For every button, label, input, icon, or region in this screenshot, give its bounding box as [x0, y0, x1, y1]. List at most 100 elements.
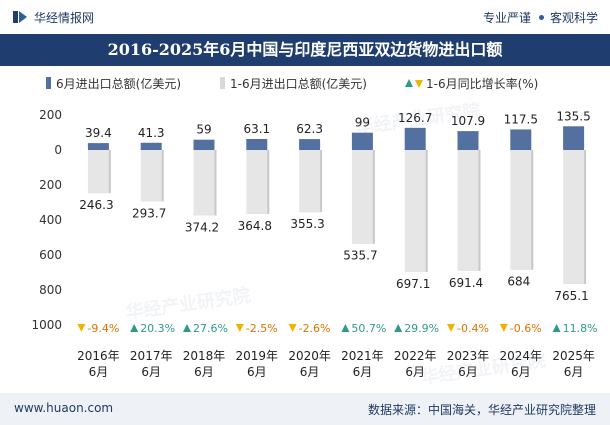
y-tick-label: 0 — [54, 143, 62, 157]
bullet-icon — [538, 15, 544, 20]
ytd-value-label: 355.3 — [290, 217, 324, 231]
june-bar — [87, 143, 109, 150]
footer: www.huaon.com 数据来源：中国海关，华经产业研究院整理 — [0, 393, 610, 425]
growth-down-marker — [77, 324, 86, 332]
june-bar — [140, 142, 162, 150]
legend-label-growth: 1-6月同比增长率(%) — [426, 77, 539, 91]
growth-label: -0.6% — [510, 322, 542, 335]
ytd-bar — [510, 150, 532, 270]
ytd-value-label: 765.1 — [554, 289, 588, 303]
growth-label: 11.8% — [563, 322, 598, 335]
growth-up-marker — [130, 324, 139, 332]
y-tick-label: 200 — [39, 108, 62, 122]
x-tick-label: 2019年 — [236, 349, 279, 363]
y-tick-label: 600 — [39, 248, 62, 262]
ytd-bar — [246, 150, 268, 214]
x-tick-label: 6月 — [511, 365, 531, 379]
ytd-value-label: 691.4 — [449, 276, 483, 290]
legend-item-growth: 1-6月同比增长率(%) — [405, 75, 538, 92]
june-bar — [351, 132, 373, 150]
growth-down-marker — [288, 324, 297, 332]
growth-label: -2.5% — [246, 322, 278, 335]
growth-label: 20.3% — [140, 322, 175, 335]
growth-up-marker — [183, 324, 191, 332]
growth-down-marker — [447, 324, 455, 332]
june-bar — [563, 126, 585, 150]
ytd-bar — [351, 150, 373, 244]
june-value-label: 99 — [355, 116, 370, 130]
legend-item-june: 6月进出口总额(亿美元) — [46, 75, 181, 92]
june-value-label: 107.9 — [451, 114, 485, 128]
website-link[interactable]: www.huaon.com — [14, 401, 114, 415]
june-value-label: 62.3 — [296, 122, 323, 136]
x-tick-label: 6月 — [89, 365, 109, 379]
june-bar — [404, 127, 426, 150]
y-tick-label: 200 — [39, 178, 62, 192]
june-value-label: 41.3 — [138, 126, 165, 140]
june-bar — [510, 129, 532, 150]
title-bar: 2016-2025年6月中国与印度尼西亚双边货物进出口额 — [0, 34, 610, 66]
growth-down-marker — [499, 324, 508, 332]
x-tick-label: 6月 — [247, 365, 267, 379]
x-tick-label: 2023年 — [447, 349, 490, 363]
june-value-label: 39.4 — [85, 126, 112, 140]
june-bar — [193, 139, 215, 150]
slogan-left: 专业严谨 — [482, 11, 531, 25]
y-tick-label: 400 — [39, 213, 62, 227]
june-bar — [246, 138, 268, 150]
ytd-value-label: 246.3 — [79, 198, 113, 212]
growth-up-marker — [394, 324, 403, 332]
ytd-bar — [140, 150, 162, 202]
growth-label: 27.6% — [193, 322, 228, 335]
june-value-label: 135.5 — [556, 109, 590, 123]
x-tick-label: 6月 — [300, 365, 320, 379]
growth-label: 50.7% — [351, 322, 386, 335]
growth-label: -0.4% — [457, 322, 489, 335]
x-tick-label: 6月 — [141, 365, 161, 379]
slogan-right: 客观科学 — [549, 11, 598, 25]
x-tick-label: 2021年 — [341, 349, 384, 363]
legend-swatch-june — [46, 77, 51, 89]
slogan: 专业严谨 客观科学 — [483, 9, 598, 26]
ytd-value-label: 535.7 — [343, 249, 377, 263]
ytd-bar — [457, 150, 479, 271]
ytd-bar — [87, 150, 109, 194]
growth-label: 29.9% — [404, 322, 439, 335]
ytd-bar — [563, 150, 585, 284]
x-tick-label: 2017年 — [130, 349, 173, 363]
logo-icon — [13, 11, 27, 23]
y-tick-label: 1000 — [31, 318, 62, 332]
x-tick-label: 2016年 — [77, 349, 120, 363]
growth-up-marker — [341, 324, 350, 332]
ytd-bar — [404, 150, 426, 272]
ytd-bar — [299, 150, 321, 213]
chart-title: 2016-2025年6月中国与印度尼西亚双边货物进出口额 — [107, 40, 503, 59]
data-source: 数据来源：中国海关，华经产业研究院整理 — [367, 403, 596, 417]
ytd-value-label: 293.7 — [132, 206, 166, 220]
ytd-value-label: 374.2 — [185, 220, 219, 234]
june-bar — [457, 131, 479, 150]
ytd-value-label: 697.1 — [396, 277, 430, 291]
june-value-label: 126.7 — [398, 111, 432, 125]
x-tick-label: 2022年 — [394, 349, 437, 363]
x-tick-label: 2025年 — [552, 349, 595, 363]
ytd-value-label: 364.8 — [238, 219, 272, 233]
x-tick-label: 6月 — [458, 365, 478, 379]
ytd-bar — [193, 150, 215, 216]
growth-label: -9.4% — [87, 322, 119, 335]
top-bar: 华经情报网 专业严谨 客观科学 — [0, 0, 610, 34]
x-tick-label: 6月 — [564, 365, 584, 379]
growth-label: -2.6% — [299, 322, 331, 335]
triangle-down-icon — [415, 80, 423, 88]
x-tick-label: 6月 — [405, 365, 425, 379]
legend-label-ytd: 1-6月进出口总额(亿美元) — [230, 77, 367, 91]
legend: 6月进出口总额(亿美元) 1-6月进出口总额(亿美元) 1-6月同比增长率(%) — [0, 72, 610, 92]
legend-swatch-ytd — [220, 77, 225, 89]
x-tick-label: 2020年 — [288, 349, 331, 363]
y-tick-label: 800 — [39, 283, 62, 297]
chart-area: 200 0 200 400 600 800 1000 39.4 246.3 -9.4% 2016年 6… — [31, 108, 598, 379]
legend-label-june: 6月进出口总额(亿美元) — [56, 77, 181, 91]
june-value-label: 63.1 — [243, 122, 270, 136]
june-value-label: 59 — [196, 123, 211, 137]
x-tick-label: 2024年 — [500, 349, 543, 363]
